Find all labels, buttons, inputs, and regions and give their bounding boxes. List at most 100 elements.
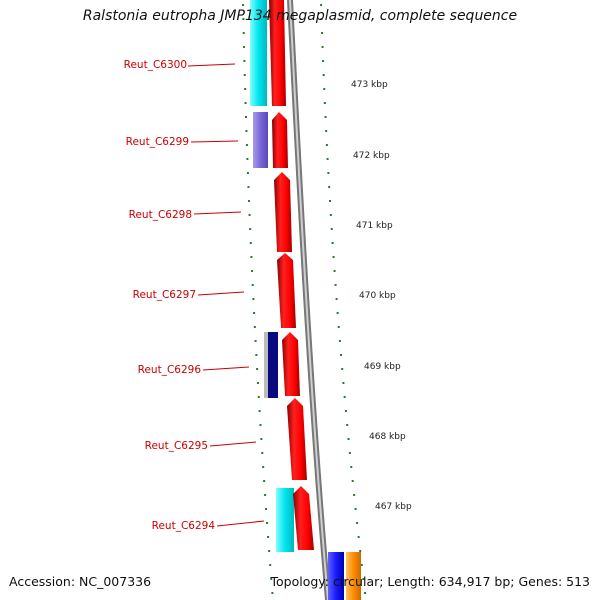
tick-mark (248, 214, 251, 216)
tick-mark (244, 116, 247, 118)
gene-label-reut-c6294[interactable]: Reut_C6294 (152, 520, 216, 532)
gene-label-reut-c6295[interactable]: Reut_C6295 (145, 440, 208, 452)
tick-mark (353, 494, 356, 496)
tick-mark (337, 326, 340, 328)
tick-mark (335, 298, 338, 300)
tick-mark (338, 340, 341, 342)
leader-line-reut-c6297 (197, 291, 245, 296)
cog-gene-orange[interactable] (346, 552, 361, 600)
kbp-label-467: 467 kbp (375, 502, 412, 512)
tick-mark (245, 130, 248, 132)
tick-mark (251, 284, 254, 286)
kbp-label-472: 472 kbp (353, 151, 390, 161)
tick-mark (244, 88, 247, 90)
leader-line-reut-c6296 (202, 366, 250, 371)
tick-mark (258, 410, 261, 412)
kbp-label-469: 469 kbp (364, 362, 401, 372)
outer-tick-ring (320, 4, 367, 594)
tick-mark (321, 46, 324, 48)
tick-mark (346, 424, 349, 426)
accession-text: Accession: NC_007336 (9, 574, 152, 589)
backbone-ring-highlight (289, 0, 329, 600)
tick-mark (334, 284, 337, 286)
gene-arrow-reut-c6299[interactable] (272, 112, 288, 168)
cog-gene-blue[interactable] (328, 552, 344, 600)
tick-mark (324, 116, 327, 118)
tick-mark (325, 130, 328, 132)
tick-mark (354, 508, 357, 510)
gene-arrow-reut-c6298[interactable] (274, 172, 292, 252)
tick-mark (322, 74, 325, 76)
tick-mark (347, 438, 350, 440)
tick-mark (254, 340, 257, 342)
tick-mark (246, 158, 249, 160)
tick-mark (320, 4, 323, 6)
tick-mark (242, 18, 245, 20)
tick-mark (260, 438, 263, 440)
gene-arrow-reut-c6300[interactable] (269, 0, 286, 106)
leader-line-reut-c6295 (209, 441, 257, 447)
tick-mark (248, 200, 250, 202)
gene-label-reut-c6300[interactable]: Reut_C6300 (124, 59, 187, 71)
tick-mark (329, 214, 332, 216)
cog-gene-gray[interactable] (264, 332, 269, 398)
gene-arrow-reut-c6296[interactable] (282, 332, 300, 396)
tick-mark (271, 592, 274, 594)
gene-arrow-reut-c6297[interactable] (277, 253, 296, 328)
tick-mark (267, 536, 270, 538)
gene-label-reut-c6296[interactable]: Reut_C6296 (138, 364, 202, 376)
tick-mark (243, 74, 246, 76)
tick-mark (325, 144, 328, 146)
gene-label-reut-c6297[interactable]: Reut_C6297 (133, 289, 196, 301)
tick-mark (329, 200, 331, 202)
tick-mark (327, 172, 330, 174)
tick-mark (249, 242, 252, 244)
gene-arrow-reut-c6295[interactable] (287, 398, 307, 480)
tick-mark (244, 102, 247, 104)
tick-mark (256, 382, 259, 384)
gene-arrow-reut-c6294[interactable] (293, 486, 314, 550)
tick-mark (255, 354, 258, 356)
tick-mark (341, 368, 344, 370)
tick-mark (350, 466, 353, 468)
tick-mark (249, 228, 252, 230)
cog-gene-cyan-top[interactable] (250, 0, 267, 106)
tick-mark (330, 228, 333, 230)
tick-mark (340, 354, 343, 356)
tick-mark (270, 578, 273, 580)
tick-mark (262, 466, 265, 468)
gene-labels: Reut_C6300 Reut_C6299 Reut_C6298 Reut_C6… (124, 59, 265, 532)
tick-mark (320, 18, 323, 20)
kbp-label-471: 471 kbp (356, 221, 393, 231)
tick-mark (322, 60, 325, 62)
tick-mark (264, 494, 267, 496)
tick-mark (323, 102, 326, 104)
tick-mark (323, 88, 326, 90)
kbp-labels: 473 kbp 472 kbp 471 kbp 470 kbp 469 kbp … (351, 80, 412, 512)
cog-gene-cyan-bottom[interactable] (276, 488, 294, 552)
cog-gene-navy[interactable] (268, 332, 278, 398)
tick-mark (246, 172, 249, 174)
tick-mark (364, 592, 367, 594)
tick-mark (247, 186, 250, 188)
tick-mark (251, 270, 254, 272)
cog-gene-purple[interactable] (253, 112, 268, 168)
tick-mark (332, 256, 335, 258)
tick-mark (342, 382, 345, 384)
tick-mark (336, 312, 339, 314)
gene-label-reut-c6298[interactable]: Reut_C6298 (129, 209, 192, 221)
tick-mark (356, 522, 359, 524)
tick-mark (268, 550, 271, 552)
tick-mark (348, 452, 351, 454)
leader-line-reut-c6300 (187, 63, 236, 67)
tick-mark (265, 508, 268, 510)
kbp-label-468: 468 kbp (369, 432, 406, 442)
kbp-label-470: 470 kbp (359, 291, 396, 301)
tick-mark (253, 326, 256, 328)
leader-line-reut-c6298 (193, 211, 242, 215)
gene-label-reut-c6299[interactable]: Reut_C6299 (126, 136, 189, 148)
leader-line-reut-c6294 (216, 520, 265, 527)
tick-mark (269, 564, 272, 566)
cog-track (250, 0, 361, 600)
